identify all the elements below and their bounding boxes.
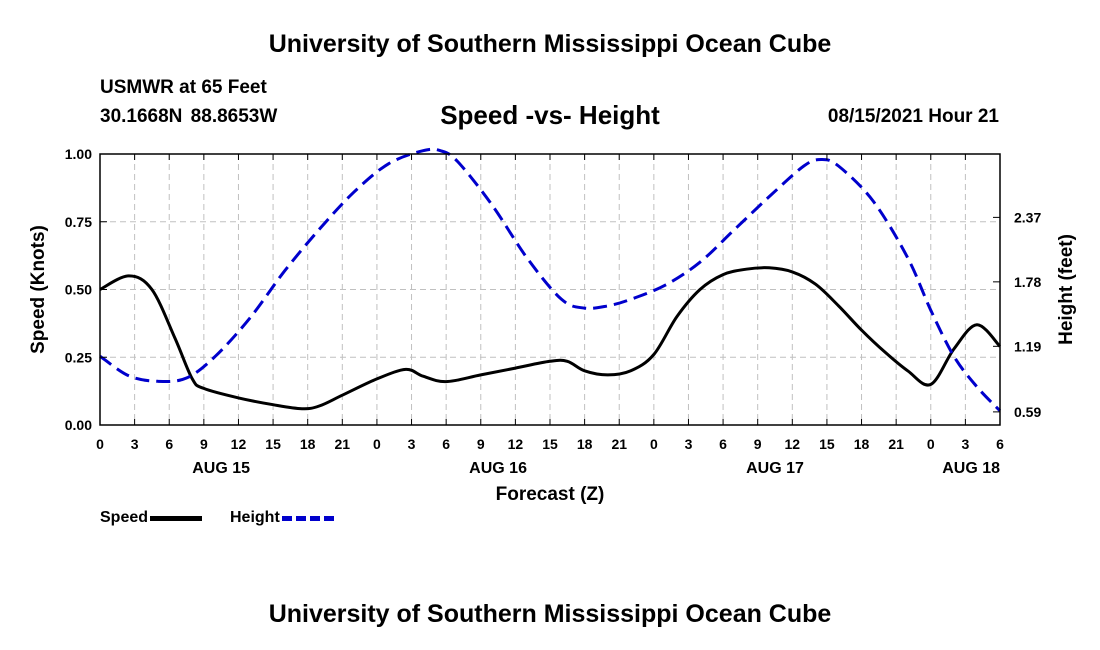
chart-series [99, 147, 1002, 412]
legend-speed-swatch [150, 515, 203, 521]
x-tick-label: 3 [685, 436, 693, 452]
x-tick-label: 3 [408, 436, 416, 452]
footer-title: University of Southern Mississippi Ocean… [268, 600, 832, 628]
y2-tick-label: 0.59 [1014, 404, 1041, 420]
legend-speed: Speed [100, 509, 203, 527]
y-tick-label: 0.50 [65, 282, 92, 298]
y2-tick-label: 1.19 [1014, 338, 1041, 354]
station-coordinates: 30.1668N 88.8653W [100, 106, 278, 127]
x-tick-label: 15 [542, 436, 558, 452]
page-title: University of Southern Mississippi Ocean… [268, 30, 832, 58]
series-line-height [99, 147, 1002, 412]
x-tick-label: 12 [231, 436, 247, 452]
x-tick-label: 18 [854, 436, 870, 452]
x-tick-label: 21 [611, 436, 627, 452]
x-tick-label: 9 [200, 436, 208, 452]
y-axis-label: Speed (Knots) [28, 225, 49, 354]
x-tick-label: 6 [719, 436, 727, 452]
legend-height-swatch [281, 515, 334, 521]
chart-grid [100, 154, 1000, 425]
series-line-speed [99, 266, 1002, 411]
x-axis-label: Forecast (Z) [496, 484, 605, 505]
x-tick-label: 21 [888, 436, 904, 452]
x-tick-label: 6 [996, 436, 1004, 452]
date-label: AUG 15 [192, 460, 250, 477]
x-tick-label: 0 [373, 436, 381, 452]
x-tick-label: 9 [477, 436, 485, 452]
x-tick-label: 18 [300, 436, 316, 452]
legend-height-label: Height [230, 509, 280, 526]
x-tick-label: 12 [785, 436, 801, 452]
x-tick-label: 6 [165, 436, 173, 452]
x-tick-label: 12 [508, 436, 524, 452]
x-tick-label: 0 [96, 436, 104, 452]
x-tick-label: 9 [754, 436, 762, 452]
station-label: USMWR at 65 Feet [100, 77, 267, 98]
chart-axes: 0 3 6 9 12 15 18 21 0 3 6 9 12 15 18 21 0 3 6 9 12 15 18 21 0 3 60… [65, 146, 1042, 477]
x-tick-label: 0 [927, 436, 935, 452]
legend-height: Height [230, 509, 334, 527]
x-tick-label: 15 [819, 436, 835, 452]
x-tick-label: 3 [131, 436, 139, 452]
y2-tick-label: 1.78 [1014, 274, 1041, 290]
date-label: AUG 16 [469, 460, 527, 477]
x-tick-label: 0 [650, 436, 658, 452]
y-tick-label: 0.75 [65, 214, 92, 230]
forecast-datetime: 08/15/2021 Hour 21 [827, 106, 999, 127]
chart-title: Speed -vs- Height [440, 100, 660, 130]
x-tick-label: 15 [265, 436, 281, 452]
y2-tick-label: 2.37 [1014, 209, 1041, 225]
x-tick-label: 6 [442, 436, 450, 452]
y-tick-label: 1.00 [65, 146, 92, 162]
legend-speed-label: Speed [100, 509, 149, 526]
y2-axis-label: Height (feet) [1056, 234, 1077, 345]
y-tick-label: 0.00 [65, 417, 92, 433]
date-label: AUG 17 [746, 460, 804, 477]
date-label: AUG 18 [942, 460, 1000, 477]
y-tick-label: 0.25 [65, 349, 92, 365]
x-tick-label: 3 [961, 436, 969, 452]
x-tick-label: 18 [577, 436, 593, 452]
x-tick-label: 21 [335, 436, 351, 452]
